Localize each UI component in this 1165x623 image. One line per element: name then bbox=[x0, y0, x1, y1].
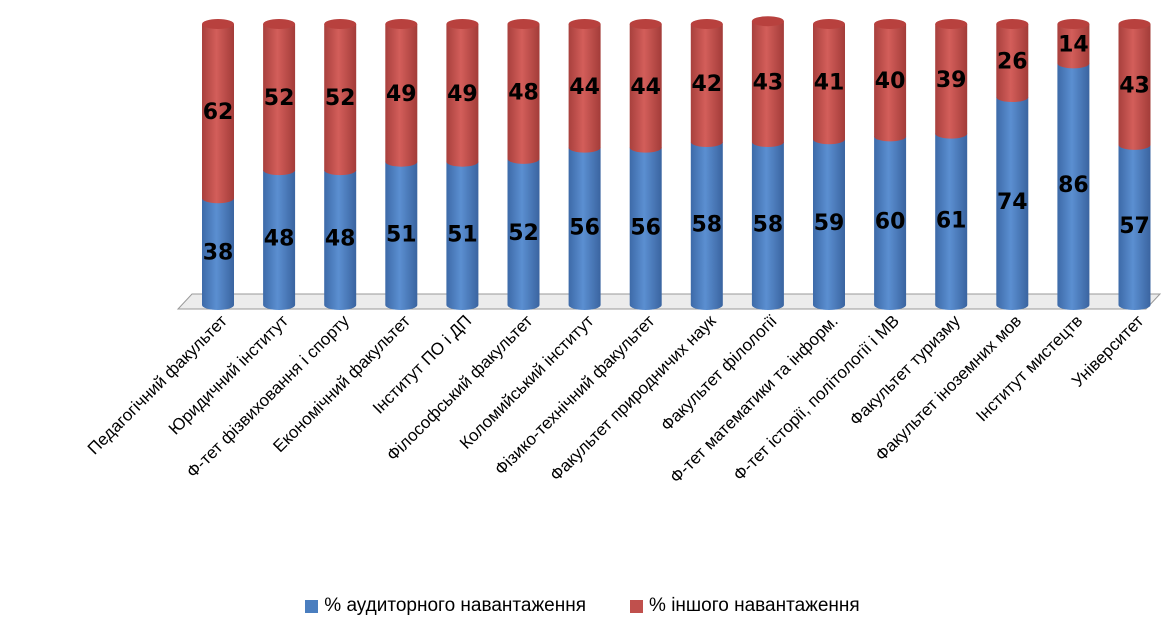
stacked-bar-chart: 38 62 48 52 48 52 51 49 51 49 52 48 56 44 56 44 58 42 58 43… bbox=[84, 16, 1162, 487]
data-label-auditory-4: 51 bbox=[447, 222, 478, 247]
bar-auditory-10 bbox=[813, 139, 845, 310]
data-label-auditory-3: 51 bbox=[386, 222, 417, 247]
bar-cap-11 bbox=[874, 19, 907, 29]
bar-auditory-13 bbox=[996, 97, 1029, 310]
data-label-other-9: 43 bbox=[753, 71, 784, 96]
bar-other-14 bbox=[1057, 24, 1090, 69]
data-label-auditory-7: 56 bbox=[630, 215, 661, 240]
bar-auditory-2 bbox=[324, 170, 357, 310]
bar-auditory-11 bbox=[874, 136, 907, 310]
bar-auditory-7 bbox=[629, 147, 662, 310]
data-label-auditory-13: 74 bbox=[997, 190, 1028, 215]
bar-cap-3 bbox=[385, 19, 418, 29]
bar-other-15 bbox=[1118, 24, 1151, 150]
bar-cap-0 bbox=[202, 19, 234, 29]
bar-cap-4 bbox=[446, 19, 479, 29]
legend-swatch-auditory bbox=[305, 599, 319, 613]
category-label-12: Факультет туризму bbox=[846, 311, 964, 429]
data-label-other-5: 48 bbox=[508, 80, 539, 105]
data-label-auditory-2: 48 bbox=[325, 227, 356, 252]
bar-other-0 bbox=[202, 24, 234, 204]
legend-label-other: % іншого навантаження bbox=[649, 595, 860, 616]
bar-cap-5 bbox=[507, 19, 540, 29]
bar-other-6 bbox=[568, 24, 601, 153]
data-label-auditory-15: 57 bbox=[1119, 214, 1150, 239]
data-label-other-13: 26 bbox=[997, 50, 1028, 75]
bar-cap-6 bbox=[568, 19, 601, 29]
bar-auditory-8 bbox=[690, 142, 723, 310]
bar-cap-2 bbox=[324, 19, 357, 29]
bar-auditory-9 bbox=[751, 142, 784, 310]
data-label-other-12: 39 bbox=[936, 68, 967, 93]
data-label-auditory-14: 86 bbox=[1058, 173, 1089, 198]
category-label-9: Факультет філології bbox=[657, 311, 781, 435]
legend-item-other: % іншого навантаження bbox=[630, 595, 860, 617]
bar-auditory-0 bbox=[202, 198, 234, 310]
bar-cap-12 bbox=[935, 19, 968, 29]
data-label-auditory-5: 52 bbox=[508, 221, 539, 246]
bar-auditory-4 bbox=[446, 161, 479, 310]
legend-swatch-other bbox=[630, 599, 644, 613]
bar-other-4 bbox=[446, 24, 479, 167]
bar-cap-14 bbox=[1057, 19, 1090, 29]
bar-cap-13 bbox=[996, 19, 1029, 29]
bar-cap-8 bbox=[690, 19, 723, 29]
bar-auditory-3 bbox=[385, 161, 418, 310]
bar-other-13 bbox=[996, 24, 1029, 103]
data-label-auditory-6: 56 bbox=[569, 215, 600, 240]
data-label-other-1: 52 bbox=[264, 86, 295, 111]
bar-other-3 bbox=[385, 24, 418, 167]
data-label-other-0: 62 bbox=[203, 100, 234, 125]
bar-other-11 bbox=[874, 24, 907, 142]
bar-auditory-6 bbox=[568, 147, 601, 310]
category-label-14: Інститут мистецтв bbox=[972, 311, 1086, 425]
data-label-other-7: 44 bbox=[630, 75, 661, 100]
data-label-other-4: 49 bbox=[447, 82, 478, 107]
data-label-other-6: 44 bbox=[569, 75, 600, 100]
bar-other-2 bbox=[324, 24, 357, 176]
legend-item-auditory: % аудиторного навантаження bbox=[305, 595, 586, 617]
bar-auditory-12 bbox=[935, 133, 968, 310]
bar-other-5 bbox=[507, 24, 540, 164]
bar-other-8 bbox=[690, 24, 723, 148]
bar-auditory-5 bbox=[507, 158, 540, 310]
bar-cap-9 bbox=[751, 16, 784, 27]
data-label-other-14: 14 bbox=[1058, 33, 1089, 58]
bar-cap-7 bbox=[629, 19, 662, 29]
data-label-other-3: 49 bbox=[386, 82, 417, 107]
legend-label-auditory: % аудиторного навантаження bbox=[324, 595, 587, 616]
bar-auditory-1 bbox=[263, 170, 296, 310]
legend: % аудиторного навантаження % іншого нава… bbox=[0, 593, 1165, 619]
data-label-auditory-8: 58 bbox=[691, 213, 722, 238]
data-label-other-8: 42 bbox=[691, 72, 722, 97]
data-label-auditory-11: 60 bbox=[875, 210, 906, 235]
data-label-auditory-0: 38 bbox=[203, 241, 234, 266]
data-label-other-15: 43 bbox=[1119, 73, 1150, 98]
data-label-auditory-12: 61 bbox=[936, 208, 967, 233]
data-label-other-10: 41 bbox=[814, 71, 845, 96]
bar-other-10 bbox=[813, 24, 845, 145]
bar-auditory-15 bbox=[1118, 144, 1151, 310]
data-label-auditory-9: 58 bbox=[753, 213, 784, 238]
bar-other-9 bbox=[751, 21, 784, 148]
category-label-1: Юридичний інститут bbox=[165, 311, 292, 438]
data-label-other-2: 52 bbox=[325, 86, 356, 111]
bar-other-12 bbox=[935, 24, 968, 139]
bar-cap-1 bbox=[263, 19, 296, 29]
bar-auditory-14 bbox=[1057, 63, 1090, 311]
bar-other-7 bbox=[629, 24, 662, 153]
data-label-auditory-1: 48 bbox=[264, 227, 295, 252]
bar-other-1 bbox=[263, 24, 296, 176]
data-label-other-11: 40 bbox=[875, 69, 906, 94]
bar-cap-15 bbox=[1118, 19, 1151, 29]
bar-cap-10 bbox=[813, 19, 845, 29]
data-label-auditory-10: 59 bbox=[814, 211, 845, 236]
